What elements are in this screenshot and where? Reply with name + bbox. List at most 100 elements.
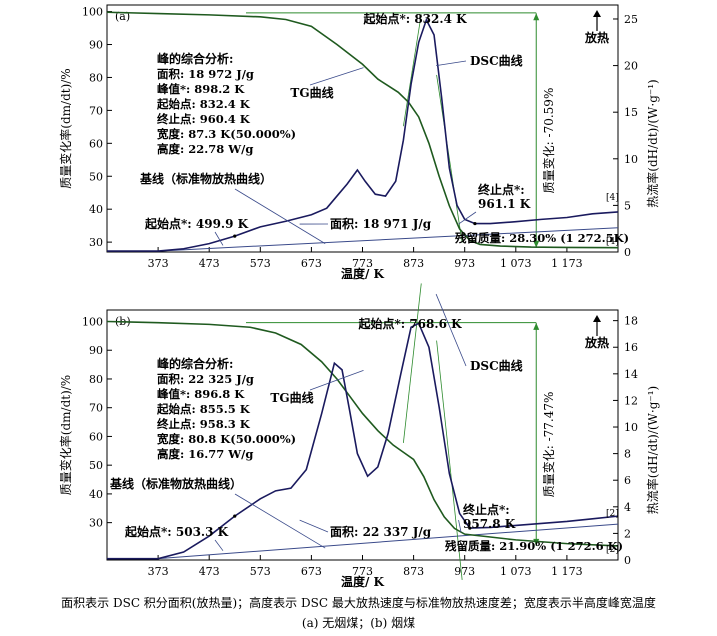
tangent-line <box>402 283 422 444</box>
mass-change-label: 质量变化: -77.47% <box>541 392 556 498</box>
callout-leader <box>214 231 224 246</box>
peak-analysis-line: 宽度: 87.3 K(50.000%) <box>156 127 296 141</box>
peak-analysis-line: 高度: 16.77 W/g <box>157 447 253 461</box>
peak-analysis-line: 峰值*: 896.8 K <box>157 387 245 401</box>
tangent-line <box>402 14 422 127</box>
reference-mark: [2] <box>606 509 619 519</box>
left-tick-label: 90 <box>89 39 103 52</box>
dsc-marker <box>233 234 237 238</box>
x-tick-label: 473 <box>199 257 220 270</box>
x-tick-label: 973 <box>454 257 475 270</box>
exo-arrow-head <box>593 315 601 322</box>
right-tick-label: 2 <box>624 527 631 540</box>
end-point-value: 957.8 K <box>463 517 516 531</box>
tangent-line <box>436 340 463 580</box>
reference-mark: [4] <box>606 237 619 247</box>
right-tick-label: 12 <box>624 394 638 407</box>
callout-leader <box>436 60 467 66</box>
mass-change-arrow-head <box>533 240 540 248</box>
left-tick-label: 50 <box>89 459 103 472</box>
callout-leader <box>234 493 326 549</box>
callout-leader <box>435 293 467 367</box>
baseline-label: 基线（标准物放热曲线） <box>109 476 242 491</box>
dsc-marker <box>468 526 472 530</box>
peak-analysis-line: 面积: 22 325 J/g <box>157 372 254 386</box>
area-label: 面积: 22 337 J/g <box>330 524 432 539</box>
peak-analysis-line: 峰值*: 898.2 K <box>157 82 245 96</box>
right-axis-label: 热流率(dH/dt)/(W·g⁻¹) <box>645 79 660 207</box>
series-baseline <box>158 227 619 252</box>
reference-mark: [2] <box>606 545 619 555</box>
right-tick-label: 6 <box>624 474 631 487</box>
x-tick-label: 1 073 <box>500 565 532 578</box>
x-tick-label: 573 <box>250 565 271 578</box>
dsc-marker <box>233 514 237 518</box>
series-baseline <box>158 523 619 560</box>
x-tick-label: 373 <box>148 565 169 578</box>
callout-leader <box>458 211 477 225</box>
left-axis-label: 质量变化率(dm/dt)/% <box>58 68 73 188</box>
callout-leader <box>458 520 462 533</box>
right-tick-label: 0 <box>624 246 631 259</box>
x-tick-label: 473 <box>199 565 220 578</box>
x-tick-label: 973 <box>454 565 475 578</box>
right-tick-label: 10 <box>624 421 638 434</box>
peak-analysis-line: 面积: 18 972 J/g <box>157 67 254 81</box>
right-tick-label: 16 <box>624 341 638 354</box>
dsc-marker <box>473 221 477 226</box>
callout-leader <box>299 519 329 533</box>
right-tick-label: 10 <box>624 153 638 166</box>
left-tick-label: 100 <box>82 6 103 19</box>
right-tick-label: 14 <box>624 368 638 381</box>
x-tick-label: 773 <box>352 565 373 578</box>
reference-mark: [4] <box>606 193 619 203</box>
series-dsc-curve <box>107 322 619 560</box>
right-tick-label: 4 <box>624 501 631 514</box>
x-tick-label: 673 <box>301 257 322 270</box>
exo-label: 放热 <box>584 335 609 350</box>
dsc-curve-label: DSC曲线 <box>470 358 523 373</box>
callout-leader <box>214 539 224 551</box>
left-tick-label: 70 <box>89 402 103 415</box>
right-axis-label: 热流率(dH/dt)/(W·g⁻¹) <box>645 386 660 514</box>
peak-analysis-line: 宽度: 80.8 K(50.000%) <box>156 432 296 446</box>
area-label: 面积: 18 971 J/g <box>330 216 432 231</box>
end-point-label: 终止点*: <box>478 182 525 197</box>
left-tick-label: 60 <box>89 137 103 150</box>
left-tick-label: 40 <box>89 488 103 501</box>
onset-top-label: 起始点*: 768.6 K <box>357 316 462 331</box>
right-tick-label: 0 <box>624 554 631 567</box>
left-tick-label: 60 <box>89 430 103 443</box>
end-point-label: 终止点*: <box>463 502 510 517</box>
x-tick-label: 573 <box>250 257 271 270</box>
exo-label: 放热 <box>584 30 609 45</box>
figure-caption-sub: (a) 无烟煤；(b) 烟煤 <box>301 616 416 630</box>
figure-caption-note: 面积表示 DSC 积分面积(放热量)；高度表示 DSC 最大放热速度与标准物放热… <box>61 596 656 610</box>
residual-mass-label: 残留质量: 28.30% (1 272.5K) <box>455 231 629 245</box>
residual-mass-label: 残留质量: 21.90% (1 272.6 K) <box>445 539 623 553</box>
right-tick-label: 18 <box>624 315 638 328</box>
callout-leader <box>309 67 364 86</box>
baseline-label: 基线（标准物放热曲线） <box>139 171 272 186</box>
left-tick-label: 40 <box>89 203 103 216</box>
x-tick-label: 873 <box>403 565 424 578</box>
x-axis-label: 温度/ K <box>341 574 385 589</box>
onset-top-label: 起始点*: 832.4 K <box>362 11 467 26</box>
x-tick-label: 1 073 <box>500 257 532 270</box>
left-axis-label: 质量变化率(dm/dt)/% <box>58 375 73 495</box>
callout-leader <box>309 369 364 391</box>
mass-change-arrow-head <box>533 322 540 330</box>
right-tick-label: 20 <box>624 60 638 73</box>
x-axis-label: 温度/ K <box>341 266 385 281</box>
tg-curve-label: TG曲线 <box>270 390 313 405</box>
left-tick-label: 80 <box>89 373 103 386</box>
x-tick-label: 373 <box>148 257 169 270</box>
peak-analysis-line: 起始点: 855.5 K <box>156 402 251 416</box>
left-tick-label: 50 <box>89 170 103 183</box>
peak-analysis-line: 高度: 22.78 W/g <box>157 142 253 156</box>
left-tick-label: 80 <box>89 71 103 84</box>
mass-change-arrow-head <box>533 13 540 21</box>
